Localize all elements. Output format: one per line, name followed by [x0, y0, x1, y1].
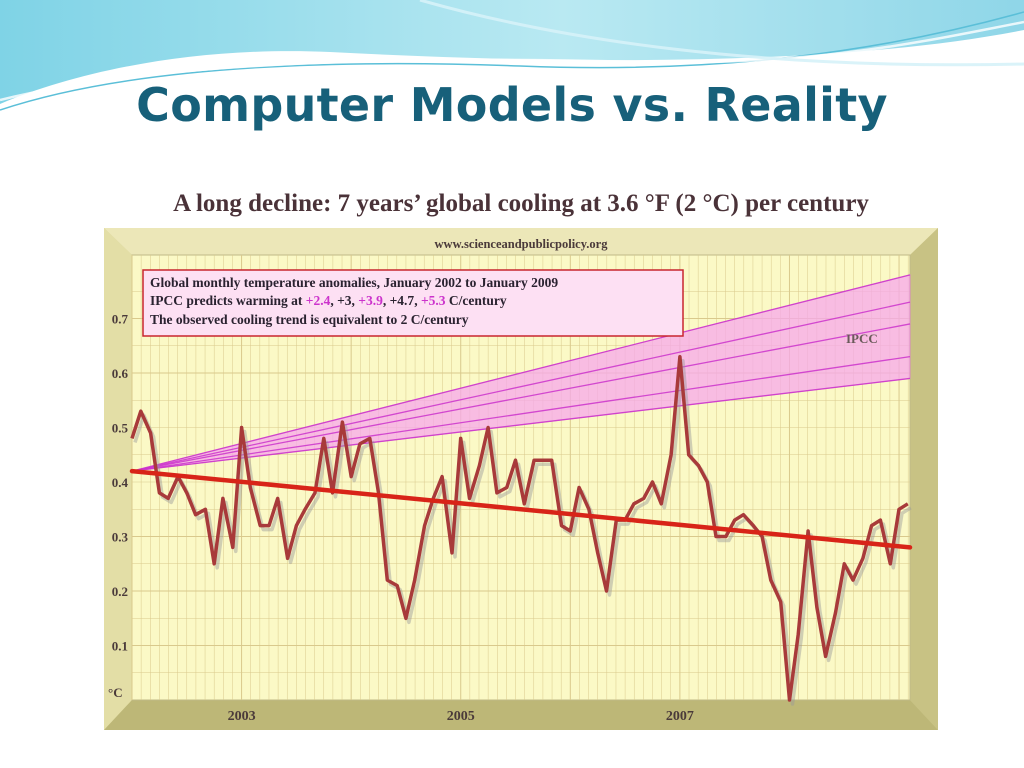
chart-title: A long decline: 7 years’ global cooling … — [173, 190, 869, 217]
y-axis-unit: °C — [108, 685, 123, 700]
y-tick-label: 0.5 — [112, 421, 129, 436]
y-tick-label: 0.1 — [112, 639, 128, 654]
y-tick-label: 0.3 — [112, 530, 129, 545]
legend-rate-1: +2.4 — [306, 293, 331, 308]
y-tick-label: 0.2 — [112, 584, 128, 599]
ipcc-line-3 — [131, 323, 911, 472]
x-tick-label: 2003 — [228, 709, 256, 724]
header-swoosh — [0, 0, 1024, 111]
y-tick-labels: 0.7 0.6 0.5 0.4 0.3 0.2 0.1 — [112, 312, 129, 654]
legend-line-1: Global monthly temperature anomalies, Ja… — [150, 275, 558, 290]
legend-rate-4: +4.7 — [390, 293, 415, 308]
legend-rate-2: +3 — [337, 293, 352, 308]
chart-subtitle: www.scienceandpublicpolicy.org — [435, 237, 609, 251]
x-tick-labels: 2003 2005 2007 — [228, 709, 694, 724]
legend-rate-suffix: C/century — [446, 293, 507, 308]
observed-series — [130, 354, 912, 706]
ipcc-line-1 — [131, 377, 911, 472]
legend-rate-prefix: IPCC predicts warming at — [150, 293, 306, 308]
x-tick-label: 2007 — [666, 709, 694, 724]
trend-line — [129, 468, 913, 550]
ipcc-line-4 — [131, 301, 911, 472]
ipcc-line-5 — [131, 274, 911, 472]
ipcc-label: IPCC — [846, 331, 878, 346]
legend-line-3: The observed cooling trend is equivalent… — [150, 312, 469, 327]
legend-line-2: IPCC predicts warming at +2.4, +3, +3.9,… — [150, 293, 507, 308]
x-tick-label: 2005 — [447, 709, 475, 724]
y-tick-label: 0.6 — [112, 366, 129, 381]
slide-title: Computer Models vs. Reality — [136, 78, 888, 132]
legend: Global monthly temperature anomalies, Ja… — [142, 269, 684, 337]
legend-rate-3: +3.9 — [358, 293, 383, 308]
ipcc-line-2 — [131, 356, 911, 472]
trend-line-stroke — [129, 468, 913, 550]
ipcc-lines — [131, 274, 911, 472]
legend-rate-5: +5.3 — [421, 293, 446, 308]
y-tick-label: 0.7 — [112, 312, 129, 327]
observed-series-line — [130, 354, 909, 702]
y-tick-label: 0.4 — [112, 475, 129, 490]
